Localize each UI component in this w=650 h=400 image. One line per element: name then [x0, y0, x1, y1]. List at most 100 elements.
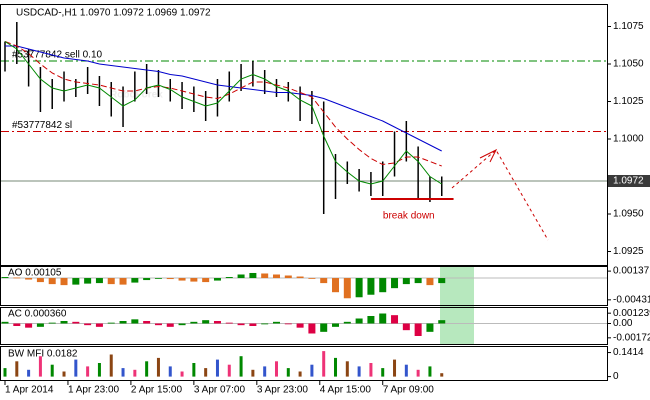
histogram-bar	[154, 278, 162, 279]
moving-average	[4, 41, 442, 185]
y-tick-label: 1.1000	[613, 134, 644, 145]
mfi-bar	[15, 361, 19, 377]
mfi-bar	[263, 366, 267, 377]
mfi-bar	[428, 366, 432, 377]
mfi-bar	[322, 351, 326, 377]
histogram-bar	[95, 323, 103, 327]
histogram-bar	[355, 278, 363, 298]
histogram-bar	[190, 321, 198, 324]
histogram-bar	[178, 323, 186, 326]
histogram-bar	[249, 323, 257, 326]
mfi-bar	[334, 357, 338, 377]
histogram-bar	[84, 278, 92, 284]
mfi-bar	[357, 366, 361, 377]
histogram-bar	[296, 276, 304, 279]
current-price-box	[608, 175, 650, 187]
histogram-bar	[190, 278, 198, 282]
mfi-bar	[204, 368, 208, 377]
pane-title: AC 0.000360	[8, 309, 67, 320]
y-tick-label: -0.00431	[613, 294, 650, 305]
histogram-bar	[272, 274, 280, 279]
histogram-bar	[48, 322, 56, 324]
histogram-bar	[48, 278, 56, 285]
histogram-bar	[119, 278, 127, 285]
histogram-bar	[154, 323, 162, 326]
mfi-bar	[50, 364, 54, 377]
mfi-bar	[393, 359, 397, 377]
x-tick-label: 7 Apr 09:00	[383, 385, 435, 396]
moving-average	[5, 45, 442, 152]
mfi-bar	[86, 366, 90, 377]
mfi-bar	[145, 361, 149, 377]
histogram-bar	[320, 323, 328, 332]
forecast-arrow	[451, 149, 549, 241]
histogram-bar	[213, 321, 221, 324]
histogram-bar	[25, 323, 33, 328]
histogram-bar	[13, 277, 21, 279]
y-tick-label: 1.1075	[613, 21, 644, 32]
level-label: #53777842 sell 0.10	[12, 50, 103, 61]
histogram-bar	[261, 323, 269, 325]
histogram-bar	[36, 278, 44, 283]
histogram-bar	[143, 321, 151, 324]
histogram-bar	[402, 278, 410, 285]
histogram-bar	[438, 320, 446, 324]
y-tick-label: 0.1414	[613, 347, 644, 358]
histogram-bar	[213, 278, 221, 281]
pane-frame	[0, 266, 608, 306]
histogram-bar	[414, 323, 422, 336]
histogram-bar	[36, 323, 44, 327]
mfi-bar	[345, 361, 349, 377]
chart-title: USDCAD-,H1 1.0970 1.0972 1.0969 1.0972	[16, 8, 211, 19]
y-tick-label: 1.1050	[613, 59, 644, 70]
histogram-bar	[225, 322, 233, 324]
histogram-bar	[391, 315, 399, 324]
moving-average	[4, 41, 442, 167]
mfi-bar	[192, 363, 196, 377]
mfi-bar	[227, 364, 231, 377]
pane-title: BW MFI 0.0182	[8, 349, 78, 360]
mfi-bar	[215, 359, 219, 377]
histogram-bar	[249, 272, 257, 279]
histogram-bar	[379, 313, 387, 324]
y-tick-label: 0.00	[613, 318, 633, 329]
histogram-bar	[320, 278, 328, 284]
mfi-bar	[3, 368, 7, 377]
histogram-bar	[25, 278, 33, 280]
x-tick-label: 1 Apr 23:00	[68, 385, 120, 396]
histogram-bar	[84, 323, 92, 326]
x-tick-label: 4 Apr 15:00	[320, 385, 372, 396]
mfi-bar	[298, 371, 302, 377]
histogram-bar	[308, 278, 316, 279]
y-tick-label: 0.00137	[613, 266, 650, 277]
histogram-bar	[438, 278, 446, 284]
histogram-bar	[414, 278, 422, 284]
histogram-bar	[272, 321, 280, 324]
x-tick-label: 2 Apr 15:00	[131, 385, 183, 396]
watermark: RoboForex	[110, 90, 163, 101]
histogram-bar	[355, 318, 363, 324]
mfi-bar	[286, 368, 290, 377]
histogram-bar	[379, 278, 387, 293]
histogram-bar	[284, 275, 292, 279]
y-tick-label: 1.1025	[613, 96, 644, 107]
histogram-bar	[332, 323, 340, 327]
forecast-arrowhead	[479, 148, 498, 163]
mfi-bar	[369, 363, 373, 377]
histogram-bar	[72, 321, 80, 324]
level-label: #53777842 sl	[12, 120, 72, 131]
histogram-bar	[119, 321, 127, 324]
histogram-bar	[143, 278, 151, 281]
pane-frame	[0, 307, 608, 345]
mfi-bar	[62, 371, 66, 377]
mfi-bar	[38, 356, 42, 377]
histogram-bar	[202, 320, 210, 324]
mfi-bar	[416, 369, 420, 377]
mfi-bar	[440, 373, 444, 377]
histogram-bar	[166, 278, 174, 280]
histogram-bar	[13, 323, 21, 326]
histogram-bar	[1, 321, 9, 324]
mfi-bar	[404, 364, 408, 377]
mfi-bar	[156, 357, 160, 377]
